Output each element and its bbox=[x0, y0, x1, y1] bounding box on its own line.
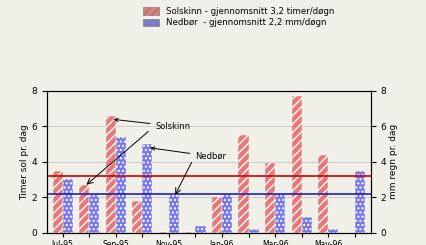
Bar bbox=[212, 197, 222, 233]
Bar bbox=[116, 137, 126, 233]
Bar bbox=[275, 194, 285, 233]
Bar bbox=[53, 171, 63, 233]
Bar bbox=[328, 229, 338, 233]
Bar bbox=[89, 194, 99, 233]
Bar bbox=[355, 171, 365, 233]
Bar bbox=[142, 144, 153, 233]
Bar bbox=[132, 201, 142, 233]
Bar bbox=[79, 185, 89, 233]
Y-axis label: Timer sol pr. dag: Timer sol pr. dag bbox=[20, 124, 29, 200]
Y-axis label: mm regn pr. dag: mm regn pr. dag bbox=[389, 124, 398, 199]
Bar bbox=[185, 232, 196, 233]
Bar bbox=[248, 229, 259, 233]
Bar bbox=[169, 196, 179, 233]
Bar bbox=[63, 179, 73, 233]
Bar bbox=[239, 135, 248, 233]
Bar bbox=[265, 163, 275, 233]
Bar bbox=[106, 115, 116, 233]
Bar bbox=[159, 232, 169, 233]
Bar bbox=[302, 217, 312, 233]
Text: Nedbør: Nedbør bbox=[151, 147, 227, 161]
Legend: Solskinn - gjennomsnitt 3,2 timer/døgn, Nedbør  - gjennomsnitt 2,2 mm/døgn: Solskinn - gjennomsnitt 3,2 timer/døgn, … bbox=[143, 7, 334, 27]
Bar bbox=[222, 194, 232, 233]
Bar bbox=[318, 155, 328, 233]
Text: Solskinn: Solskinn bbox=[115, 118, 191, 131]
Bar bbox=[196, 226, 206, 233]
Bar bbox=[291, 96, 302, 233]
